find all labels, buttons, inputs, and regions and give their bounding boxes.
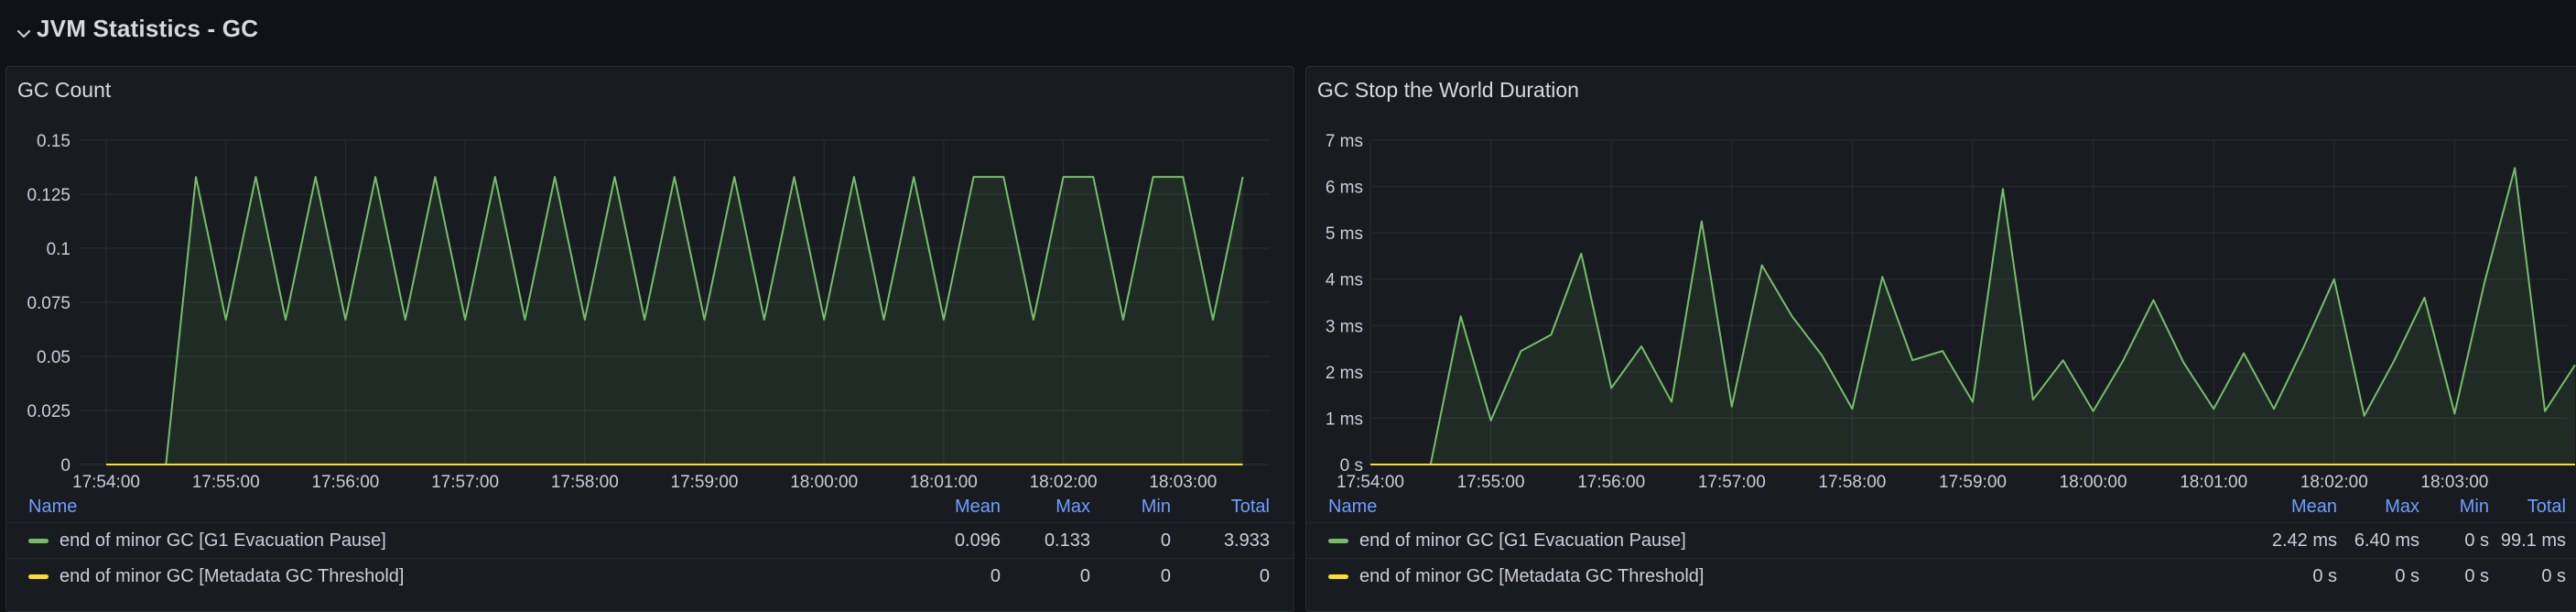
x-tick-label: 17:56:00 bbox=[1577, 473, 1645, 488]
legend-total-value: 0 bbox=[1259, 565, 1270, 586]
legend-header-total[interactable]: Total bbox=[2527, 496, 2566, 517]
legend-header-min[interactable]: Min bbox=[1141, 496, 1171, 517]
x-tick-label: 17:59:00 bbox=[671, 473, 739, 488]
row-title: JVM Statistics - GC bbox=[37, 15, 259, 42]
legend-min-value: 0 s bbox=[2464, 565, 2489, 586]
legend-series-name[interactable]: end of minor GC [G1 Evacuation Pause] bbox=[1359, 530, 1686, 551]
x-tick-label: 18:02:00 bbox=[1030, 473, 1098, 488]
legend-table: Name Mean Max Min Total end of minor GC … bbox=[6, 491, 1293, 594]
legend-row[interactable]: end of minor GC [Metadata GC Threshold] … bbox=[1306, 558, 2576, 594]
legend-table: Name Mean Max Min Total end of minor GC … bbox=[1306, 491, 2576, 594]
panel-gc-stop-the-world[interactable]: GC Stop the World Duration 0 s 1 ms 2 ms 3 … bbox=[1305, 66, 2576, 612]
legend-min-value: 0 s bbox=[2464, 530, 2489, 551]
y-tick-label: 0.075 bbox=[27, 294, 70, 313]
x-tick-label: 18:00:00 bbox=[2060, 473, 2127, 488]
legend-mean-value: 0 bbox=[990, 565, 1001, 586]
legend-series-name[interactable]: end of minor GC [Metadata GC Threshold] bbox=[60, 565, 405, 586]
y-tick-label: 0.125 bbox=[27, 186, 70, 205]
legend-max-value: 0 s bbox=[2395, 565, 2419, 586]
y-tick-label: 0 s bbox=[1340, 456, 1363, 475]
legend-mean-value: 2.42 ms bbox=[2271, 530, 2337, 551]
legend-mean-value: 0 s bbox=[2312, 565, 2337, 586]
legend-mean-value: 0.096 bbox=[954, 530, 1001, 551]
y-tick-label: 0.025 bbox=[27, 402, 70, 421]
legend-header-min[interactable]: Min bbox=[2459, 496, 2489, 517]
legend-series-name[interactable]: end of minor GC [Metadata GC Threshold] bbox=[1359, 565, 1705, 586]
legend-row[interactable]: end of minor GC [G1 Evacuation Pause] 2.… bbox=[1306, 522, 2576, 558]
gc-count-chart[interactable]: 0 0.025 0.05 0.075 0.1 0.125 0.15 17:54:00 17:55… bbox=[6, 67, 1295, 488]
legend-header-name[interactable]: Name bbox=[1328, 496, 1378, 517]
legend-series-name[interactable]: end of minor GC [G1 Evacuation Pause] bbox=[60, 530, 386, 551]
panel-title: GC Stop the World Duration bbox=[1317, 78, 1579, 102]
legend-total-value: 3.933 bbox=[1223, 530, 1270, 551]
y-tick-label: 0.1 bbox=[47, 240, 70, 259]
legend-total-value: 99.1 ms bbox=[2500, 530, 2566, 551]
legend-header-mean[interactable]: Mean bbox=[2290, 496, 2337, 517]
legend-max-value: 0.133 bbox=[1044, 530, 1090, 551]
x-tick-label: 17:59:00 bbox=[1939, 473, 2007, 488]
legend-total-value: 0 s bbox=[2541, 565, 2566, 586]
legend-max-value: 6.40 ms bbox=[2354, 530, 2419, 551]
x-tick-label: 17:58:00 bbox=[1818, 473, 1886, 488]
y-tick-label: 6 ms bbox=[1326, 179, 1363, 198]
x-tick-label: 17:55:00 bbox=[1457, 473, 1525, 488]
legend-header-total[interactable]: Total bbox=[1230, 496, 1270, 517]
legend-header-row: Name Mean Max Min Total bbox=[6, 491, 1293, 522]
panel-title: GC Count bbox=[17, 78, 112, 102]
x-tick-label: 18:00:00 bbox=[790, 473, 858, 488]
x-tick-label: 18:03:00 bbox=[1149, 473, 1217, 488]
x-tick-label: 18:01:00 bbox=[910, 473, 978, 488]
x-tick-label: 17:56:00 bbox=[311, 473, 379, 488]
series-area bbox=[106, 177, 1243, 464]
series-line bbox=[106, 176, 1244, 465]
gc-stw-duration-chart[interactable]: 0 s 1 ms 2 ms 3 ms 4 ms 5 ms 6 ms 7 ms 17:54:00 1… bbox=[1306, 67, 2576, 488]
y-tick-label: 0 bbox=[60, 456, 70, 475]
x-tick-label: 17:55:00 bbox=[192, 473, 260, 488]
panel-gc-count[interactable]: GC Count 0 0.025 0.05 0.075 0.1 0.125 0.15 17:5… bbox=[5, 66, 1294, 612]
x-tick-label: 17:57:00 bbox=[1698, 473, 1766, 488]
y-tick-label: 0.15 bbox=[37, 132, 70, 151]
legend-min-value: 0 bbox=[1160, 530, 1171, 551]
x-tick-label: 18:01:00 bbox=[2180, 473, 2247, 488]
legend-header-max[interactable]: Max bbox=[1055, 496, 1090, 517]
y-tick-label: 1 ms bbox=[1326, 410, 1363, 429]
y-tick-label: 4 ms bbox=[1326, 271, 1363, 290]
series-color-swatch bbox=[1328, 538, 1348, 543]
y-tick-label: 2 ms bbox=[1326, 364, 1363, 383]
x-tick-label: 17:57:00 bbox=[431, 473, 499, 488]
series-area bbox=[1370, 168, 2575, 465]
series-line bbox=[1370, 167, 2576, 465]
chevron-down-icon[interactable] bbox=[13, 22, 35, 44]
series-color-swatch bbox=[1328, 574, 1348, 579]
y-tick-label: 3 ms bbox=[1326, 317, 1363, 336]
x-tick-label: 17:58:00 bbox=[551, 473, 619, 488]
legend-max-value: 0 bbox=[1079, 565, 1090, 586]
legend-row[interactable]: end of minor GC [G1 Evacuation Pause] 0.… bbox=[6, 522, 1293, 558]
row-header[interactable]: JVM Statistics - GC bbox=[0, 0, 2576, 62]
legend-min-value: 0 bbox=[1160, 565, 1171, 586]
series-color-swatch bbox=[28, 538, 49, 543]
x-tick-label: 18:03:00 bbox=[2420, 473, 2488, 488]
legend-header-max[interactable]: Max bbox=[2385, 496, 2419, 517]
x-tick-label: 18:02:00 bbox=[2300, 473, 2368, 488]
legend-header-mean[interactable]: Mean bbox=[954, 496, 1001, 517]
x-tick-label: 17:54:00 bbox=[1337, 473, 1404, 488]
x-tick-label: 17:54:00 bbox=[72, 473, 140, 488]
legend-row[interactable]: end of minor GC [Metadata GC Threshold] … bbox=[6, 558, 1293, 594]
series-color-swatch bbox=[28, 574, 49, 579]
y-tick-label: 0.05 bbox=[37, 348, 70, 367]
legend-header-name[interactable]: Name bbox=[28, 496, 78, 517]
y-tick-label: 7 ms bbox=[1326, 132, 1363, 151]
y-tick-label: 5 ms bbox=[1326, 224, 1363, 244]
legend-header-row: Name Mean Max Min Total bbox=[1306, 491, 2576, 522]
